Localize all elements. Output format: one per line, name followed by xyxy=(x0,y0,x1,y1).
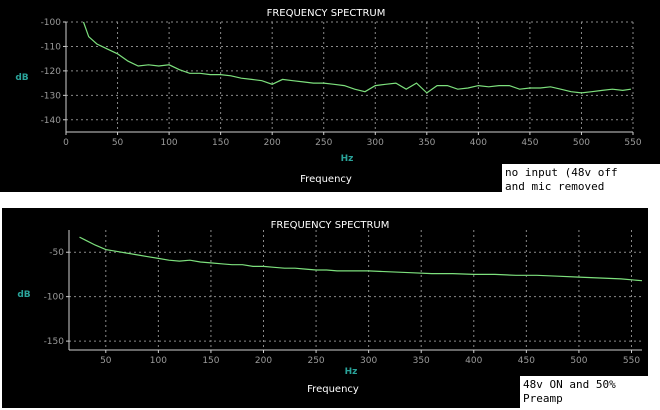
spectrum-panel-1: 0 50 100 150 200 250 300 350 400 450 500 550 -100 -11… xyxy=(0,0,660,192)
x-tick-label: 250 xyxy=(315,138,332,148)
x-tick-label: 550 xyxy=(624,138,641,148)
x-axis-title: Frequency xyxy=(307,384,359,395)
series-line xyxy=(79,236,643,282)
y-axis-label: dB xyxy=(17,290,30,300)
y-tick-label: -120 xyxy=(41,67,62,77)
x-tick-label: 50 xyxy=(112,138,124,148)
x-axis-title: Frequency xyxy=(300,174,352,185)
x-tick-label: 100 xyxy=(150,356,167,366)
y-tick-label: -140 xyxy=(41,116,62,126)
x-tick-label: 500 xyxy=(573,138,590,148)
x-axis-unit: Hz xyxy=(345,367,358,377)
x-tick-label: 200 xyxy=(255,356,272,366)
x-tick-label: 300 xyxy=(360,356,377,366)
x-tick-label: 150 xyxy=(202,356,219,366)
note-line: 48v ON and 50% xyxy=(523,378,616,391)
spectrum-chart-1: 0 50 100 150 200 250 300 350 400 450 500 550 -100 -11… xyxy=(15,8,642,185)
note-line: Preamp xyxy=(523,392,563,405)
x-tick-label: 450 xyxy=(521,138,538,148)
x-axis-unit: Hz xyxy=(341,154,354,164)
y-tick-label: -130 xyxy=(41,91,62,101)
x-tick-label: 500 xyxy=(570,356,587,366)
x-tick-label: 250 xyxy=(307,356,324,366)
x-tick-label: 350 xyxy=(413,356,430,366)
x-tick-label: 0 xyxy=(63,138,69,148)
x-tick-label: 450 xyxy=(518,356,535,366)
x-tick-label: 100 xyxy=(160,138,177,148)
chart-title: FREQUENCY SPECTRUM xyxy=(267,8,386,19)
chart-title: FREQUENCY SPECTRUM xyxy=(271,220,390,231)
x-tick-label: 200 xyxy=(264,138,281,148)
x-tick-label: 350 xyxy=(418,138,435,148)
x-tick-label: 400 xyxy=(465,356,482,366)
x-tick-label: 300 xyxy=(367,138,384,148)
x-tick-label: 50 xyxy=(100,356,112,366)
note-line: and mic removed xyxy=(505,180,605,193)
y-tick-label: -50 xyxy=(49,248,64,258)
y-axis-label: dB xyxy=(15,73,28,83)
x-tick-label: 400 xyxy=(470,138,487,148)
y-tick-label: -100 xyxy=(41,18,62,28)
annotation-note-1: no input (48v off and mic removed xyxy=(502,164,660,198)
y-tick-label: -100 xyxy=(44,293,65,303)
spectrum-chart-2: 50 100 150 200 250 300 350 400 450 500 550 -50 -100 -… xyxy=(17,220,643,395)
annotation-note-2: 48v ON and 50% Preamp xyxy=(520,376,660,410)
spectrum-panel-2: 50 100 150 200 250 300 350 400 450 500 550 -50 -100 -… xyxy=(2,208,648,408)
series-line xyxy=(82,21,631,94)
x-tick-label: 550 xyxy=(623,356,640,366)
y-tick-label: -150 xyxy=(44,337,65,347)
x-tick-label: 150 xyxy=(212,138,229,148)
note-line: no input (48v off xyxy=(505,166,618,179)
y-tick-label: -110 xyxy=(41,42,62,52)
